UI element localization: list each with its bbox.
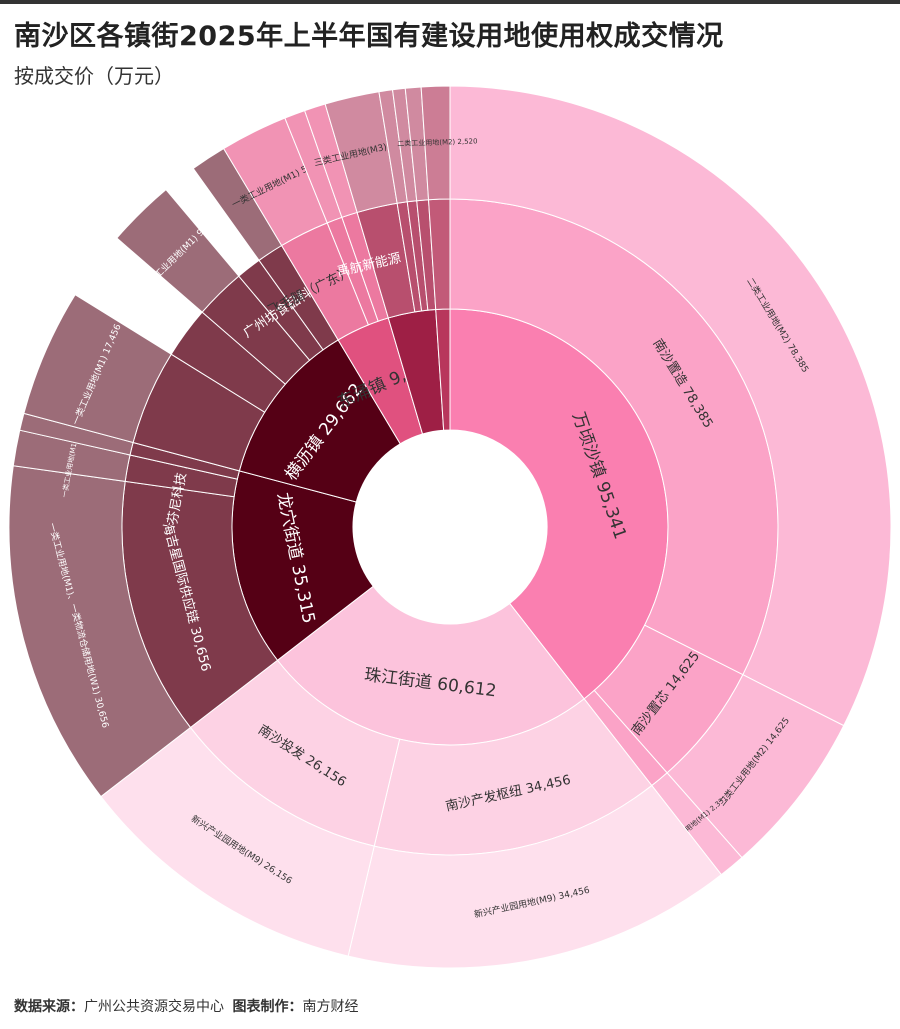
source-label: 数据来源： [14,999,84,1015]
footer: 数据来源：广州公共资源交易中心 图表制作：南方财经 [14,996,362,1016]
sunburst-label-ring3-二类工业用地-M2--6-0-0: 二类工业用地(M2) 2,520 [397,136,477,148]
maker-label: 图表制作： [232,999,303,1015]
maker-value: 南方财经 [302,999,359,1015]
source-value: 广州公共资源交易中心 [84,999,224,1015]
chart-subtitle: 按成交价（万元） [14,64,174,88]
chart-title: 南沙区各镇街2025年上半年国有建设用地使用权成交情况 [14,21,724,52]
sunburst-slice-ring3-二类工业用地-M2--0-0-0[interactable] [449,85,892,727]
top-rule [0,0,900,4]
sunburst-slice-ring3-二类工业用地-M2--6-0-0[interactable] [420,85,451,201]
sunburst-slice-ring3-一类工业用地-M1--3-0-0[interactable] [23,294,172,444]
